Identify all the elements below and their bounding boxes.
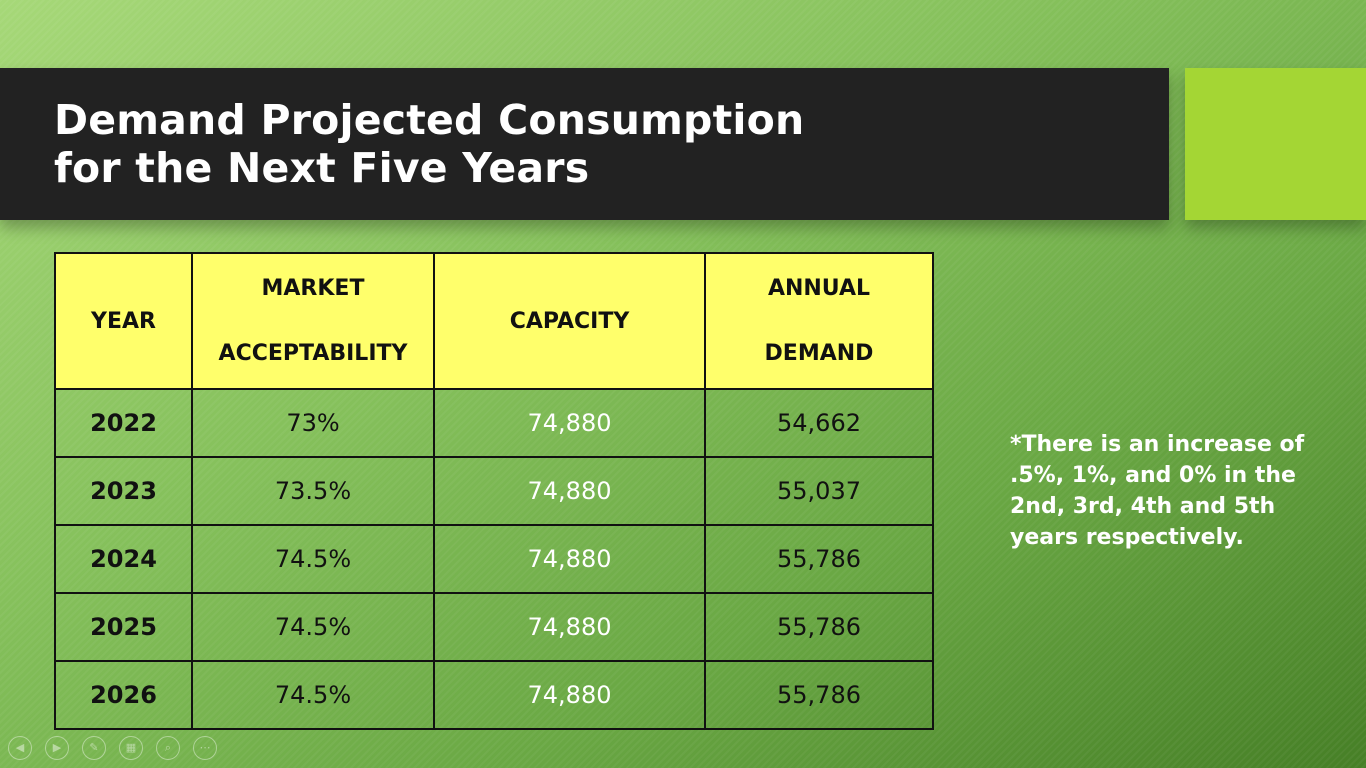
zoom-icon: ⌕ (164, 741, 172, 754)
cell-market-acceptability: 73% (191, 388, 435, 458)
header-market-line-2: ACCEPTABILITY (218, 341, 408, 366)
cell-capacity: 74,880 (433, 592, 706, 662)
cell-market-acceptability: 73.5% (191, 456, 435, 526)
increase-note: *There is an increase of .5%, 1%, and 0%… (1010, 429, 1330, 553)
slide-title: Demand Projected Consumption for the Nex… (54, 96, 1054, 192)
previous-slide-button[interactable]: ◀ (8, 736, 32, 760)
cell-year: 2025 (54, 592, 193, 662)
table-row: 2023 73.5% 74,880 55,037 (54, 456, 934, 526)
header-annual-line-1: ANNUAL (767, 276, 871, 301)
slides-grid-icon: ▦ (125, 741, 137, 754)
cell-annual-demand: 55,786 (704, 592, 934, 662)
note-line-4: years respectively. (1010, 525, 1244, 550)
table-row: 2022 73% 74,880 54,662 (54, 388, 934, 458)
next-slide-icon: ▶ (52, 741, 62, 754)
next-slide-button[interactable]: ▶ (45, 736, 69, 760)
more-options-icon: ⋯ (199, 741, 211, 754)
note-line-3: 2nd, 3rd, 4th and 5th (1010, 494, 1276, 519)
cell-market-acceptability: 74.5% (191, 592, 435, 662)
cell-annual-demand: 55,786 (704, 524, 934, 594)
cell-capacity: 74,880 (433, 660, 706, 730)
header-capacity: CAPACITY (433, 252, 706, 390)
header-year: YEAR (54, 252, 193, 390)
cell-capacity: 74,880 (433, 456, 706, 526)
note-line-1: *There is an increase of (1010, 432, 1305, 457)
cell-year: 2026 (54, 660, 193, 730)
table-row: 2026 74.5% 74,880 55,786 (54, 660, 934, 730)
cell-capacity: 74,880 (433, 524, 706, 594)
header-annual-demand: ANNUAL DEMAND (704, 252, 934, 390)
cell-market-acceptability: 74.5% (191, 660, 435, 730)
slide-title-line-1: Demand Projected Consumption (54, 96, 805, 144)
table-header-row: YEAR MARKET ACCEPTABILITY CAPACITY ANNUA… (54, 252, 934, 390)
slide-title-line-2: for the Next Five Years (54, 144, 590, 192)
cell-year: 2022 (54, 388, 193, 458)
see-all-slides-button[interactable]: ▦ (119, 736, 143, 760)
table-row: 2024 74.5% 74,880 55,786 (54, 524, 934, 594)
cell-capacity: 74,880 (433, 388, 706, 458)
previous-slide-icon: ◀ (15, 741, 25, 754)
slideshow-controls: ◀ ▶ ✎ ▦ ⌕ ⋯ (8, 736, 217, 760)
demand-table: YEAR MARKET ACCEPTABILITY CAPACITY ANNUA… (54, 252, 934, 730)
pen-tool-button[interactable]: ✎ (82, 736, 106, 760)
header-capacity-label: CAPACITY (509, 308, 630, 334)
zoom-button[interactable]: ⌕ (156, 736, 180, 760)
note-line-2: .5%, 1%, and 0% in the (1010, 463, 1296, 488)
more-options-button[interactable]: ⋯ (193, 736, 217, 760)
header-annual-line-2: DEMAND (764, 341, 874, 366)
header-year-label: YEAR (91, 308, 156, 334)
title-bar (0, 68, 1169, 220)
header-market-acceptability: MARKET ACCEPTABILITY (191, 252, 435, 390)
cell-market-acceptability: 74.5% (191, 524, 435, 594)
pen-icon: ✎ (89, 741, 99, 754)
cell-annual-demand: 54,662 (704, 388, 934, 458)
cell-year: 2024 (54, 524, 193, 594)
cell-annual-demand: 55,037 (704, 456, 934, 526)
table-row: 2025 74.5% 74,880 55,786 (54, 592, 934, 662)
cell-annual-demand: 55,786 (704, 660, 934, 730)
cell-year: 2023 (54, 456, 193, 526)
accent-square (1185, 68, 1366, 220)
header-market-line-1: MARKET (261, 276, 365, 301)
